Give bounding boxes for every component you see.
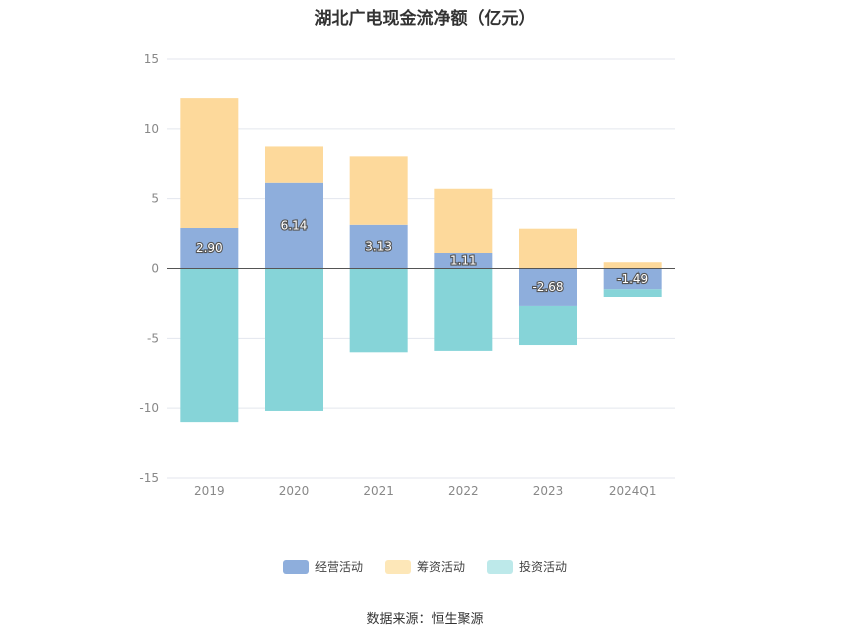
chart-title: 湖北广电现金流净额（亿元）	[314, 9, 536, 29]
y-tick-label-1: 10	[144, 122, 159, 136]
bar-investing-2024Q1	[603, 289, 662, 297]
legend-item-investing[interactable]: 投资活动	[487, 558, 567, 575]
bar-investing-2023	[519, 305, 577, 346]
x-category-2024Q1: 2024Q1	[609, 484, 657, 498]
y-tick-label-5: -10	[139, 401, 159, 415]
bar-financing-2019	[180, 98, 239, 228]
data-label-2021: 3.13	[365, 240, 392, 254]
bar-financing-2020	[265, 146, 323, 183]
bar-financing-2021	[349, 156, 408, 225]
legend-label-investing: 投资活动	[519, 560, 568, 574]
bar-investing-2022	[434, 268, 493, 351]
data-label-2022: 1.11	[450, 254, 477, 268]
y-tick-label-4: -5	[147, 331, 159, 345]
data-label-2019: 2.90	[196, 241, 223, 255]
legend-item-operating[interactable]: 经营活动	[282, 558, 363, 575]
x-category-2023: 2023	[533, 484, 564, 498]
data-labels: 2.90 6.14 3.13 1.11 -2.68 -1.49	[195, 218, 649, 296]
data-label-2020: 6.14	[281, 219, 308, 233]
bar-investing-2019	[180, 268, 239, 423]
data-label-2024Q1: -1.49	[617, 272, 648, 286]
legend-swatch-financing	[384, 559, 411, 574]
bar-financing-2022	[434, 188, 493, 253]
x-category-2019: 2019	[194, 484, 225, 498]
x-axis-categories: 2019 2020 2021 2022 2023 2024Q1	[194, 484, 656, 498]
bar-operating-2019	[180, 227, 239, 269]
x-category-2022: 2022	[448, 484, 479, 498]
y-tick-label-0: 15	[144, 52, 159, 66]
legend: 经营活动 筹资活动 投资活动	[0, 558, 850, 575]
x-category-2020: 2020	[279, 484, 310, 498]
bar-operating-2022	[434, 252, 493, 269]
legend-item-financing[interactable]: 筹资活动	[384, 558, 465, 575]
legend-label-operating: 经营活动	[314, 560, 363, 574]
data-label-2023: -2.68	[532, 280, 563, 294]
legend-swatch-investing	[487, 559, 513, 574]
bar-financing-2024Q1	[603, 262, 662, 269]
legend-label-financing: 筹资活动	[416, 560, 465, 574]
bar-financing-2023	[519, 228, 577, 269]
y-axis-ticks: 15 10 5 0 -5 -10 -15	[139, 52, 159, 485]
bar-operating-2021	[349, 224, 408, 269]
y-tick-label-2: 5	[151, 192, 159, 206]
bar-operating-2023	[519, 268, 577, 306]
bar-investing-2021	[349, 268, 408, 353]
data-source: 数据来源：恒生聚源	[366, 612, 484, 627]
legend-swatch-operating	[282, 559, 309, 574]
y-tick-label-3: 0	[151, 262, 159, 276]
bar-operating-2020	[265, 182, 323, 269]
bars	[180, 98, 662, 423]
y-tick-label-6: -15	[139, 471, 159, 485]
x-category-2021: 2021	[363, 484, 394, 498]
bar-investing-2020	[265, 268, 323, 411]
bar-operating-2024Q1	[603, 268, 662, 290]
gridlines	[167, 58, 675, 479]
